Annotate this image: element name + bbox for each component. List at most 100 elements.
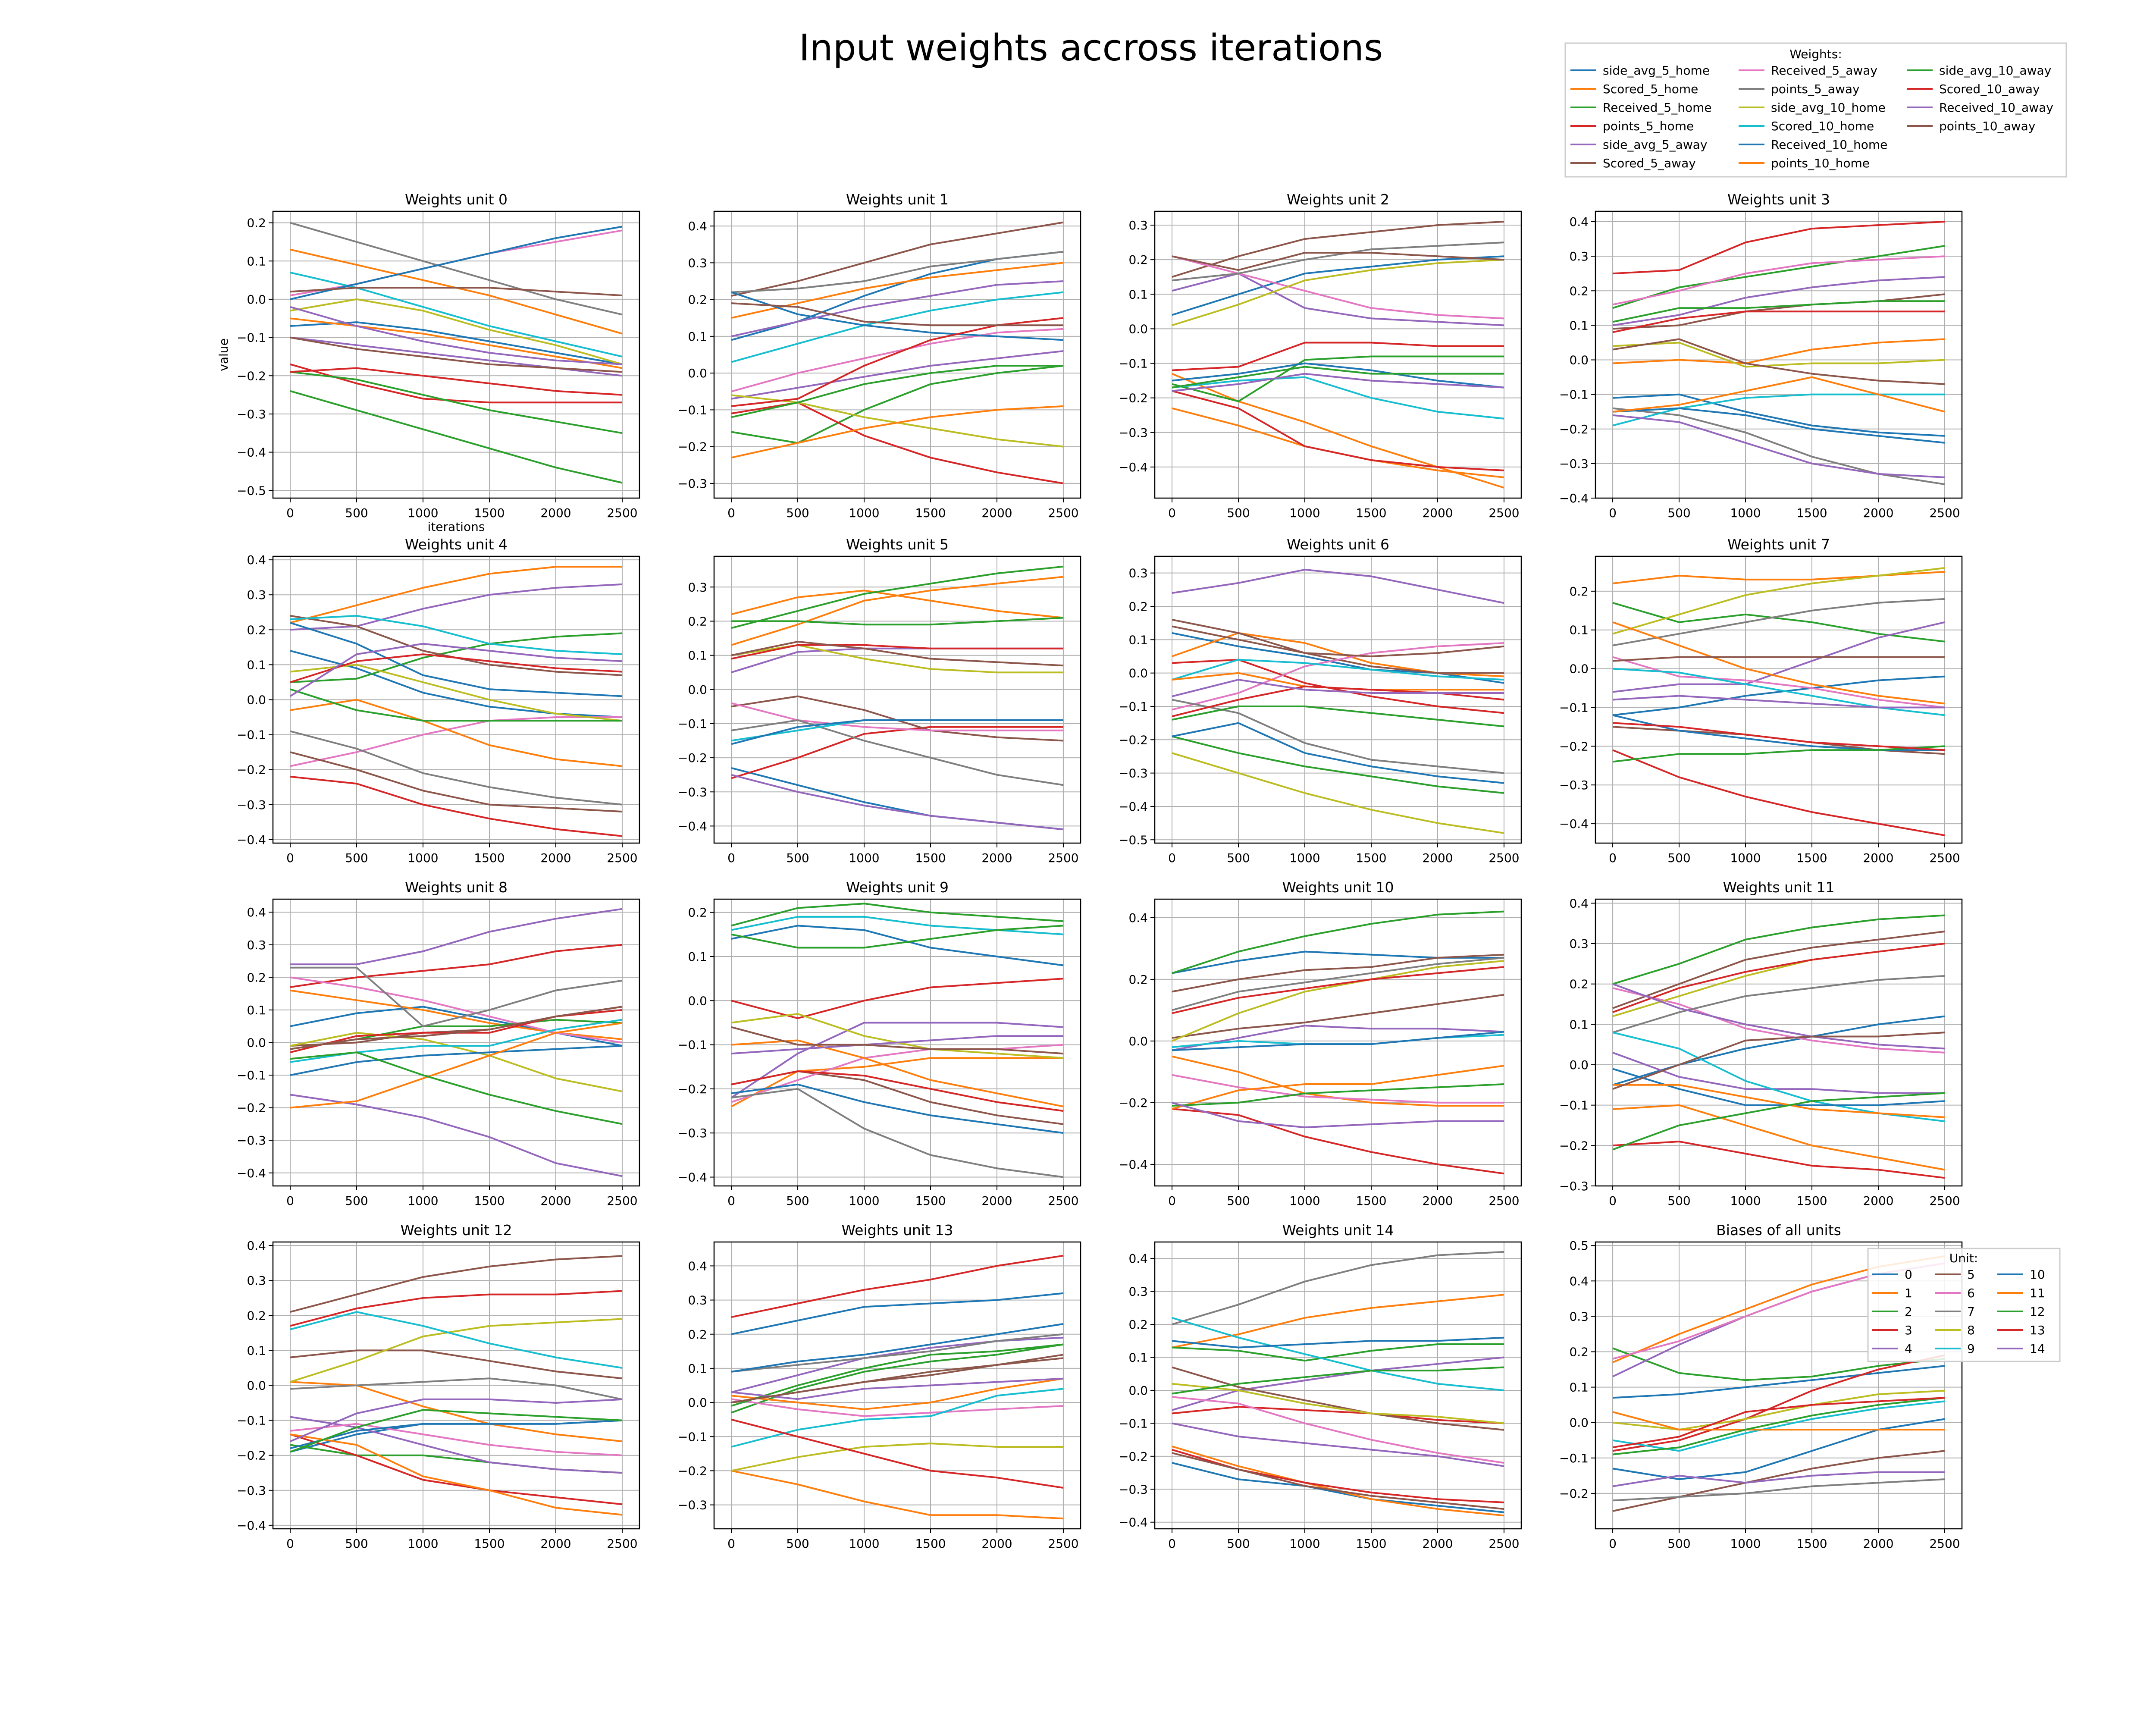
unit-legend-label: 12 [2030,1305,2045,1319]
series-line-1 [1172,373,1504,489]
x-tick-label: 1500 [915,851,946,865]
series-line-6 [1172,642,1504,711]
x-tick-label: 0 [1609,506,1617,520]
series-line-4 [730,1022,1064,1099]
series-line-11 [1613,1084,1945,1118]
series-line-14 [731,774,1064,831]
y-tick-label: −0.3 [678,785,707,799]
series-line-12 [290,688,622,722]
y-tick-label: 0.2 [1569,1345,1589,1359]
x-tick-label: 2500 [1048,506,1078,520]
x-tick-label: 1500 [474,851,505,865]
y-tick-label: −0.3 [237,1133,266,1148]
series-line-4 [1172,273,1504,326]
y-tick-label: 0.3 [688,1293,707,1308]
y-tick-label: 0.0 [247,292,266,307]
series-line-11 [1612,621,1945,705]
y-tick-label: 0.0 [247,1379,266,1393]
y-tick-label: −0.1 [678,1038,707,1052]
series-line-5 [1172,221,1504,278]
y-tick-label: −0.1 [678,403,707,417]
series-line-2 [1612,1347,1945,1381]
unit-legend-label: 9 [1967,1342,1975,1356]
series-line-11 [1612,376,1945,413]
subplot-10: 0 500 1000 1500 2000 2500 −0.4 −0.2 0.0 0.2 0.4 Wei… [1119,879,1522,1208]
unit-legend-frame [1867,1248,2061,1362]
series-line-10 [1172,1336,1504,1349]
y-tick-label: 0.0 [1128,322,1148,336]
y-tick-label: 0.0 [688,1396,707,1410]
x-tick-label: 2000 [1863,851,1893,865]
series-line-6 [290,1423,623,1456]
y-axis-label: value [216,338,231,371]
weights-legend-label: side_avg_5_home [1603,63,1710,78]
x-tick-label: 1000 [849,1537,879,1551]
series-line-3 [1612,749,1945,836]
series-line-8 [731,1443,1063,1472]
series-line-6 [1172,1396,1504,1464]
x-tick-label: 0 [727,851,735,865]
series-line-15 [731,1026,1064,1055]
x-tick-label: 2500 [1489,1537,1519,1551]
y-tick-label: −0.3 [1119,766,1148,781]
y-tick-label: −0.4 [237,445,266,460]
series-line-14 [1172,373,1504,392]
y-tick-label: −0.2 [1559,422,1589,436]
y-tick-label: −0.4 [237,1518,266,1533]
y-tick-label: −0.3 [678,1498,707,1512]
y-tick-label: −0.2 [678,440,707,454]
y-tick-label: 0.3 [1128,218,1148,232]
series-line-14 [1612,414,1945,478]
series-line-14 [290,908,623,966]
x-tick-label: 2500 [607,851,637,865]
y-tick-label: −0.2 [237,1449,266,1463]
x-tick-label: 1500 [1356,506,1386,520]
series-line-5 [1172,1366,1504,1431]
y-tick-label: 0.3 [247,1273,266,1288]
series-line-13 [731,317,1064,407]
series-line-14 [1612,695,1945,709]
series-line-14 [731,280,1064,337]
series-line-9 [731,1388,1064,1448]
x-tick-label: 0 [1168,1194,1176,1208]
x-tick-label: 0 [727,506,735,520]
series-line-5 [290,336,623,373]
y-tick-label: −0.1 [678,1430,707,1444]
series-line-1 [1172,1294,1504,1349]
weights-legend-label: side_avg_10_home [1771,100,1886,115]
x-tick-label: 0 [286,1537,294,1551]
series-line-13 [1172,966,1504,1014]
series-line-1 [1612,338,1945,364]
y-tick-label: 0.1 [688,950,707,964]
y-tick-label: 0.4 [1569,1274,1589,1288]
series-line-4 [1612,621,1945,693]
series-line-7 [290,222,623,316]
series-line-15 [1612,338,1945,385]
x-tick-label: 500 [1227,1194,1250,1208]
x-tick-label: 500 [345,1194,368,1208]
y-tick-label: 0.0 [688,994,707,1008]
y-tick-label: 0.2 [247,216,266,230]
series-line-8 [1172,752,1504,834]
y-tick-label: −0.2 [1119,391,1148,405]
weights-legend-label: Scored_5_home [1603,82,1698,96]
series-line-6 [731,702,1063,731]
axes-frame [1154,555,1522,844]
series-line-4 [1612,1052,1945,1094]
y-tick-label: 0.1 [247,1343,266,1358]
subplot-0: 0 500 1000 1500 2000 2500 −0.5 −0.4 −0.3 −0.2 −0.1… [216,191,640,534]
y-tick-label: −0.4 [678,1170,707,1185]
series-line-7 [1172,699,1504,774]
y-tick-label: 0.0 [1128,666,1148,681]
series-line-0 [731,1292,1064,1335]
x-tick-label: 1500 [1796,851,1827,865]
x-tick-label: 1000 [1289,851,1320,865]
y-tick-label: −0.4 [237,833,266,847]
series-line-3 [1172,1108,1504,1175]
x-tick-label: 2500 [1489,851,1519,865]
y-tick-label: −0.3 [237,798,266,812]
y-tick-label: −0.1 [678,717,707,731]
series-line-12 [1172,1366,1504,1395]
x-tick-label: 2500 [607,506,637,520]
